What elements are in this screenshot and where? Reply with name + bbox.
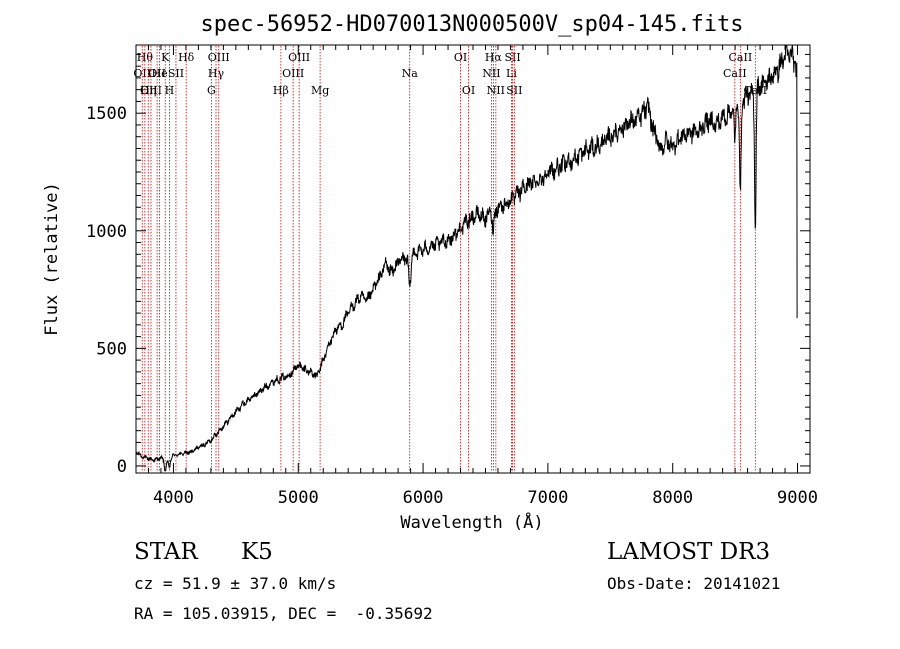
line-marker-label: CaII [729, 51, 753, 64]
chart-title: spec-56952-HD070013N000500V_sp04-145.fit… [200, 12, 743, 37]
x-tick-label: 6000 [403, 488, 444, 508]
line-marker-label: Hα [485, 51, 503, 64]
x-tick-label: 9000 [777, 488, 818, 508]
survey-name: LAMOST DR3 [607, 539, 771, 565]
x-tick-label: 5000 [278, 488, 319, 508]
line-marker-label: OII [148, 67, 166, 80]
line-marker-label: SII [506, 84, 522, 97]
line-marker-label: SII [504, 51, 520, 64]
object-subclass: K5 [241, 539, 273, 565]
y-axis-label: Flux (relative) [42, 182, 62, 336]
spectrum-line [135, 44, 798, 472]
line-marker-label: NII [482, 67, 500, 80]
redshift-velocity: cz = 51.9 ± 37.0 km/s [134, 574, 337, 593]
line-marker-label: Hγ [208, 67, 225, 80]
line-marker-label: OIII [208, 51, 230, 64]
coordinates: RA = 105.03915, DEC = -0.35692 [134, 604, 433, 623]
line-marker-label: OIII [140, 84, 162, 97]
line-marker-label: H [165, 84, 175, 97]
line-marker-label: OII [133, 67, 151, 80]
axis-ticks [136, 45, 810, 473]
line-marker-label: Hβ [273, 84, 289, 97]
line-marker-label: Mg [311, 84, 329, 97]
line-marker-label: CaII [723, 67, 747, 80]
line-marker-label: NII [487, 84, 505, 97]
y-tick-label: 1000 [86, 222, 127, 242]
axis-tick-labels: 4000 5000 6000 7000 8000 9000 0 500 1000 1500 [86, 104, 818, 508]
y-tick-label: 1500 [86, 104, 127, 124]
observation-date: Obs-Date: 20141021 [607, 574, 781, 593]
line-markers: OIIHθHηOIIIOIIHeKHSIIHδGHγOIIIHβOIIIOIII… [133, 46, 767, 472]
line-marker-label: K [161, 51, 170, 64]
x-tick-label: 8000 [652, 488, 693, 508]
y-tick-label: 500 [96, 339, 127, 359]
line-marker-label: Hδ [178, 51, 195, 64]
line-marker-label: SII [168, 67, 184, 80]
line-marker-label: Li [506, 67, 517, 80]
x-tick-label: 7000 [527, 488, 568, 508]
x-axis-label: Wavelength (Å) [400, 511, 543, 533]
x-tick-label: 4000 [153, 488, 194, 508]
y-tick-label: 0 [117, 457, 127, 477]
object-class: STAR [134, 539, 198, 565]
line-marker-label: Na [402, 67, 419, 80]
line-marker-label: OI [462, 84, 475, 97]
line-marker-label: OI [454, 51, 467, 64]
line-marker-label: He [152, 67, 168, 80]
line-marker-label: OIII [282, 67, 304, 80]
spectrum-chart: OIIHθHηOIIIOIIHeKHSIIHδGHγOIIIHβOIIIOIII… [42, 12, 818, 533]
line-marker-label: G [207, 84, 216, 97]
line-marker-label: Hη [140, 84, 156, 97]
line-marker-label: OIII [288, 51, 310, 64]
